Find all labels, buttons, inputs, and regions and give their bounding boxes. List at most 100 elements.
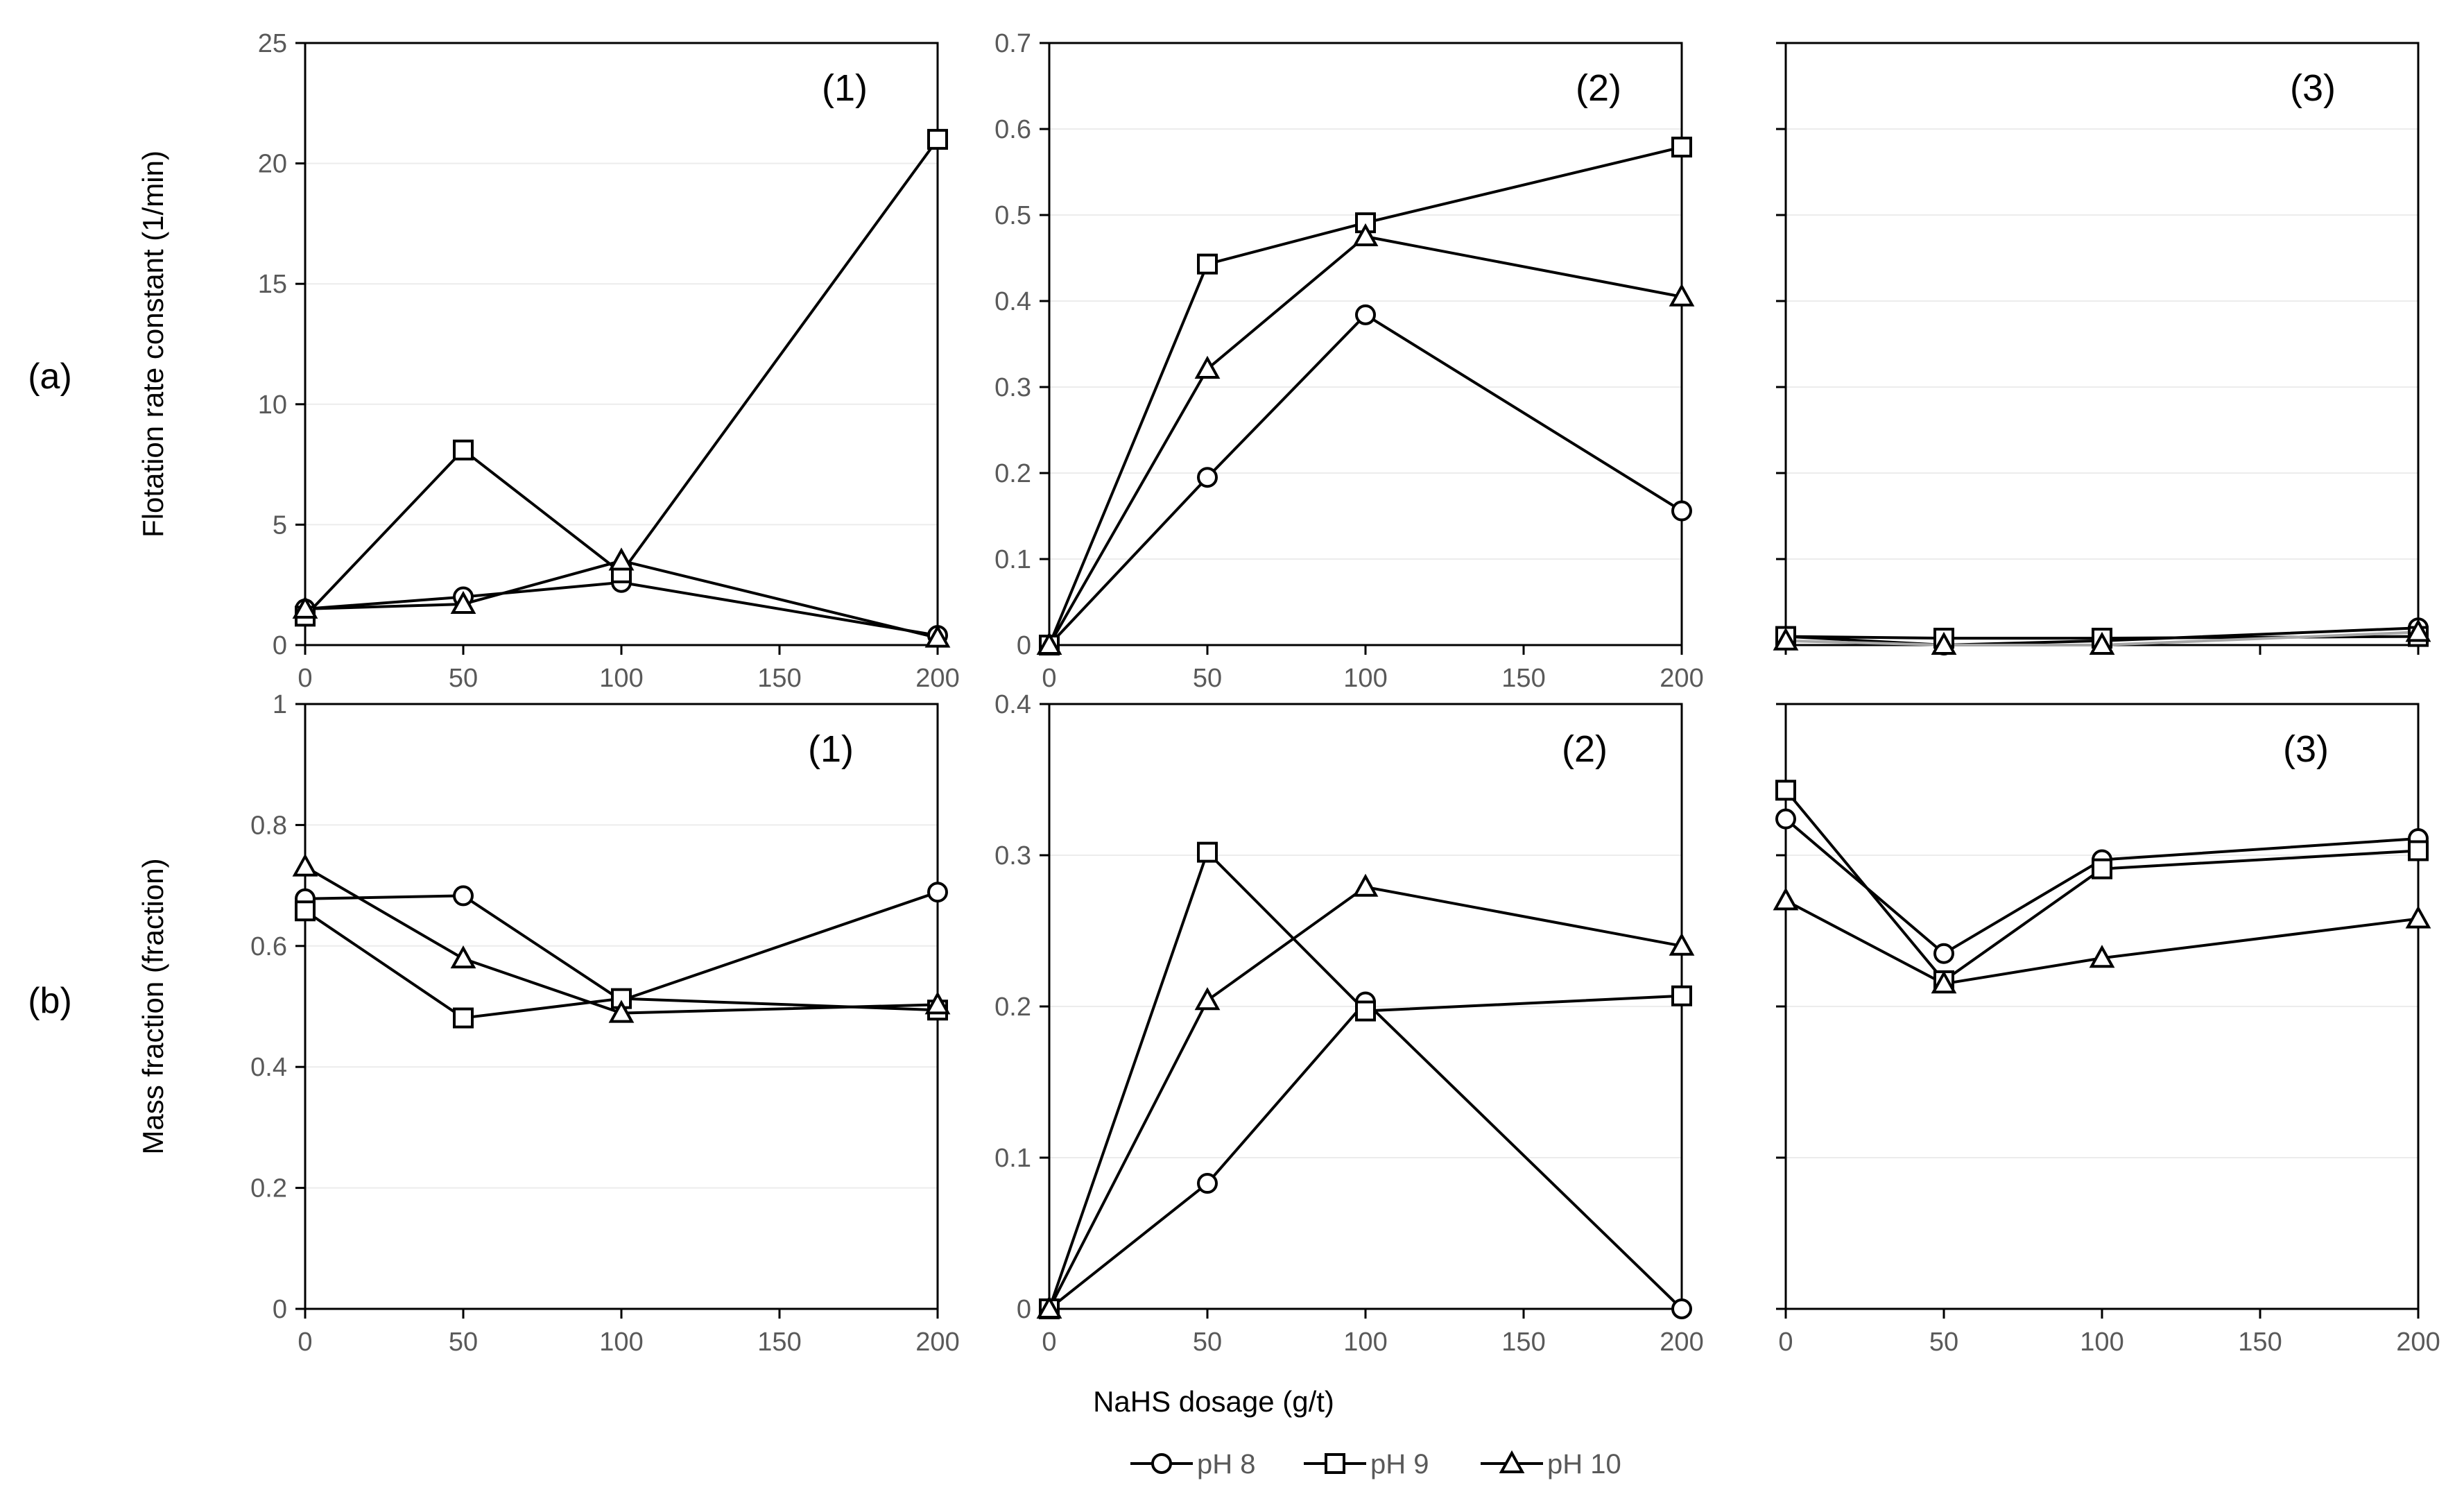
data-point-ph-9 [1671, 985, 1692, 1006]
y-tick-label: 0.1 [994, 545, 1031, 574]
data-point-ph-10 [1931, 970, 1957, 994]
panel-a-3: (3) [1773, 42, 2431, 655]
legend-item-ph-10: pH 10 [1481, 1449, 1621, 1479]
x-tick-label: 150 [757, 664, 801, 693]
data-point-ph-10 [1931, 631, 1957, 655]
data-point-ph-8 [1197, 1173, 1218, 1194]
y-tick-label: 0.3 [994, 373, 1031, 402]
series-line-ph-9 [304, 138, 939, 617]
data-point-ph-10 [1036, 1295, 1062, 1319]
data-point-ph-10 [1773, 887, 1799, 911]
legend-item-ph-8: pH 8 [1130, 1449, 1256, 1479]
y-tick-label: 0 [273, 1295, 287, 1324]
x-tick-label: 100 [1343, 1328, 1387, 1357]
x-tick-label: 100 [599, 1328, 643, 1357]
data-point-ph-10 [1352, 223, 1379, 246]
y-tick-label: 1 [273, 690, 287, 719]
y-tick-label: 0.5 [994, 201, 1031, 230]
data-point-ph-9 [1355, 1000, 1376, 1022]
y-tick-label: 25 [258, 29, 287, 58]
y-tick-label: 0.6 [994, 115, 1031, 144]
series-line-ph-8 [304, 891, 938, 1002]
data-point-ph-8 [1355, 304, 1376, 325]
y-tick-label: 10 [258, 391, 287, 420]
x-tick-label: 50 [449, 664, 478, 693]
panel-a-1: 0 5 10 15 20 25 0 50 100 150 200 (1) Flotation rate … [137, 29, 960, 693]
x-tick-label: 200 [2396, 1328, 2440, 1357]
data-point-ph-9 [453, 439, 474, 461]
x-tick-label: 100 [2080, 1328, 2123, 1357]
data-point-ph-10 [608, 1000, 635, 1023]
x-tick-label: 100 [1343, 664, 1387, 693]
data-point-ph-9 [1775, 780, 1796, 801]
series-line-ph-10 [1785, 899, 2419, 986]
data-point-ph-9 [2408, 840, 2429, 861]
series-line-ph-10 [1048, 885, 1682, 1310]
data-point-ph-9 [1671, 137, 1692, 158]
data-point-ph-10 [450, 590, 476, 614]
legend-label: pH 10 [1547, 1449, 1621, 1479]
x-tick-label: 0 [1778, 1328, 1793, 1357]
x-tick-label: 150 [757, 1328, 801, 1357]
data-point-ph-8 [453, 885, 474, 907]
data-point-ph-9 [1197, 253, 1218, 275]
y-tick-label: 5 [273, 511, 287, 540]
data-point-ph-10 [2089, 631, 2115, 655]
y-tick-label: 0 [1017, 1295, 1031, 1324]
plot-frame [1784, 42, 2420, 646]
data-point-ph-8 [1197, 467, 1218, 488]
panel-label: (1) [808, 728, 854, 770]
series-line-ph-10 [1785, 631, 2419, 646]
plot-frame [1048, 42, 1683, 646]
x-tick-label: 150 [1501, 1328, 1545, 1357]
series-line-ph-9 [1784, 789, 2419, 982]
data-point-ph-10 [2089, 945, 2115, 968]
x-tick-label: 150 [1501, 664, 1545, 693]
panel-label: (1) [822, 67, 868, 109]
x-tick-label: 50 [449, 1328, 478, 1357]
x-tick-label: 200 [915, 664, 959, 693]
y-tick-label: 0.2 [994, 459, 1031, 488]
x-tick-label: 200 [1660, 664, 1703, 693]
legend-item-ph-9: pH 9 [1304, 1449, 1429, 1479]
data-point-ph-9 [1197, 841, 1218, 863]
series-line-ph-8 [304, 581, 938, 637]
y-tick-label: 0 [273, 631, 287, 660]
legend-marker-triangle [1499, 1450, 1525, 1473]
data-point-ph-10 [1352, 873, 1379, 897]
y-tick-label: 0.4 [994, 287, 1031, 316]
x-tick-label: 0 [1042, 664, 1056, 693]
series-line-ph-10 [304, 865, 938, 1015]
data-point-ph-8 [927, 882, 948, 903]
data-point-ph-10 [292, 853, 318, 877]
y-axis-label: Mass fraction (fraction) [137, 858, 169, 1154]
data-point-ph-10 [1194, 355, 1221, 379]
panel-b-3: 0 50 100 150 200 (3) [1773, 703, 2440, 1357]
data-point-ph-10 [1669, 283, 1695, 307]
panel-label: (2) [1562, 728, 1608, 770]
series-line-ph-9 [1048, 146, 1682, 646]
y-tick-label: 0 [1017, 631, 1031, 660]
data-point-ph-10 [1773, 627, 1799, 651]
legend: pH 8 pH 9 pH 10 [1130, 1449, 1621, 1479]
data-point-ph-9 [927, 128, 948, 150]
x-tick-label: 50 [1193, 664, 1222, 693]
legend-marker-square [1325, 1453, 1345, 1474]
data-point-ph-8 [1775, 808, 1796, 830]
series-line-ph-9 [304, 909, 938, 1020]
data-point-ph-10 [924, 624, 951, 648]
data-point-ph-8 [1671, 500, 1692, 522]
y-tick-label: 20 [258, 150, 287, 179]
y-tick-label: 0.3 [994, 841, 1031, 870]
series-line-ph-8 [1048, 1000, 1683, 1310]
data-point-ph-9 [2092, 858, 2112, 880]
x-tick-label: 50 [1929, 1328, 1958, 1357]
panel-label: (3) [2283, 728, 2329, 770]
series-line-ph-9 [1048, 850, 1682, 1310]
panel-label: (3) [2290, 67, 2336, 109]
y-tick-label: 0.1 [994, 1144, 1031, 1173]
row-label-b: (b) [28, 981, 72, 1021]
data-point-ph-10 [2405, 905, 2431, 929]
